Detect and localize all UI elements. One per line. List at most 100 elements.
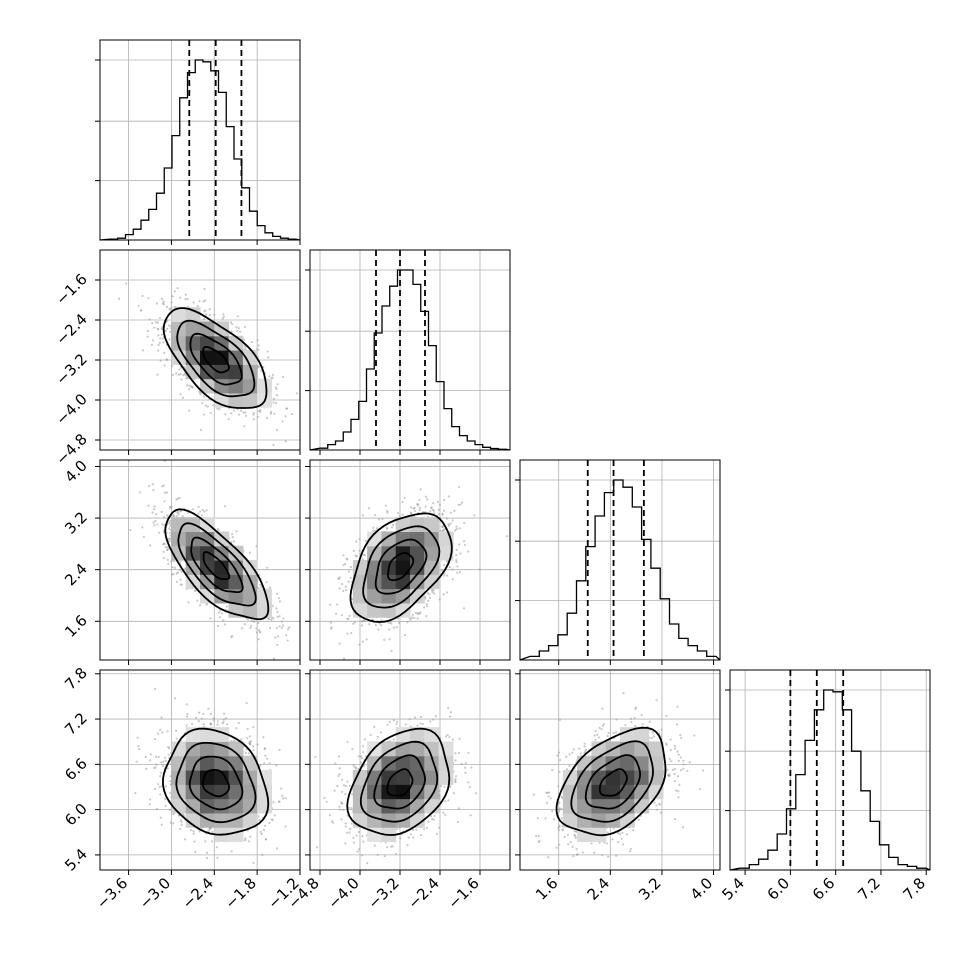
scatter-point [560,795,563,798]
density-cell [214,350,230,365]
scatter-point [256,743,259,746]
scatter-point [390,649,393,652]
scatter-point [346,780,349,783]
scatter-point [458,543,461,546]
scatter-point [659,811,662,814]
density-cell [410,770,425,785]
scatter-point [418,508,421,512]
contour-line [598,768,628,797]
scatter-point [270,618,273,621]
scatter-point [676,723,679,726]
contour-line [164,508,270,621]
scatter-point [409,512,413,515]
scatter-point [557,751,561,754]
scatter-point [560,807,563,811]
scatter-point [257,815,260,818]
scatter-point [406,844,409,847]
scatter-point [271,818,274,822]
scatter-point [161,764,165,768]
scatter-point [268,626,272,630]
scatter-point [354,766,357,769]
density-cell [605,798,621,814]
scatter-point [413,509,417,513]
scatter-point [138,491,142,494]
scatter-point [349,576,352,579]
scatter-point [363,620,366,623]
scatter-point [151,483,154,486]
scatter-point [235,326,238,329]
scatter-point [407,836,410,839]
density-cell [367,588,383,604]
scatter-point [463,543,467,547]
scatter-point [439,736,442,740]
density-cell [228,335,244,351]
density-cell [410,741,425,757]
scatter-point [673,780,676,783]
scatter-point [433,814,436,818]
scatter-point [620,837,623,840]
scatter-point [673,767,677,771]
scatter-point [443,574,446,577]
scatter-point [655,699,658,702]
scatter-point [244,751,247,755]
density-cell [591,798,607,814]
scatter-point [230,636,233,639]
scatter-point [396,512,400,515]
scatter-point [598,726,601,729]
scatter-point [230,739,233,742]
contour-line [555,726,667,837]
scatter-point [222,619,225,622]
scatter-point [467,751,470,754]
scatter-point [558,824,561,827]
density-cell [634,798,650,814]
scatter-point [612,732,615,735]
scatter-point [169,775,172,778]
scatter-point [432,818,435,821]
scatter-point [246,727,249,731]
x-tick-label: 7.2 [854,874,884,904]
density-cell [257,784,273,800]
scatter-point [593,734,596,737]
scatter-point [363,738,366,741]
contour-line [362,525,441,609]
scatter-point [243,338,246,341]
scatter-point [224,717,228,720]
density-cell [648,741,664,757]
scatter-point [155,302,158,305]
density-cell [424,727,440,743]
scatter-point [614,731,617,734]
scatter-point [427,599,430,602]
scatter-point [151,322,154,325]
scatter-point [155,513,158,516]
contour-line [387,551,415,582]
scatter-point [338,772,341,776]
scatter-point [280,620,284,623]
scatter-point [274,401,278,405]
scatter-point [614,854,618,857]
contour-line [162,727,270,836]
scatter-point [558,801,561,804]
scatter-point [229,321,233,324]
density-cell [591,784,607,800]
density-cell [352,798,368,814]
scatter-point [198,300,201,303]
scatter-point [457,751,461,755]
scatter-point [153,787,157,791]
panel-frame [309,459,511,661]
scatter-point [165,305,169,308]
scatter-point [416,612,419,616]
scatter-point [423,828,426,831]
scatter-point [237,721,240,725]
scatter-point [166,327,169,330]
density-cell [242,392,258,408]
scatter-point [168,808,172,811]
scatter-point [211,840,214,843]
density-cell [200,574,215,590]
scatter-point [673,747,677,750]
scatter-point [136,736,139,739]
x-tick-label: 6.0 [764,874,794,904]
y-tick-label: 3.2 [61,508,91,538]
scatter-point [240,738,243,741]
scatter-point [361,514,364,517]
scatter-point [188,384,191,387]
